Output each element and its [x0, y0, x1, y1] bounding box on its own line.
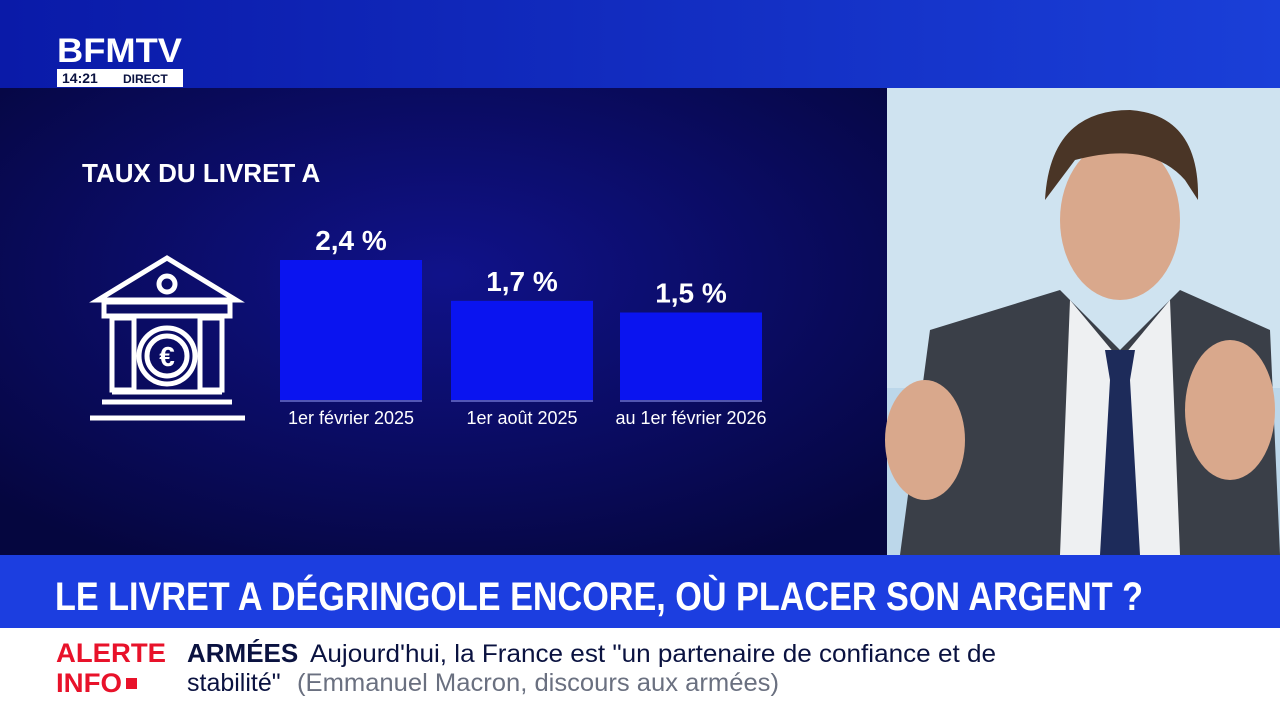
euro-sign: €: [159, 341, 175, 372]
top-bar: [0, 0, 1280, 88]
ticker: [0, 628, 1280, 720]
alert-tag: ALERTE: [56, 638, 166, 668]
value-label: 1,5 %: [655, 278, 727, 309]
category-label: 1er août 2025: [466, 408, 577, 428]
value-label: 1,7 %: [486, 266, 558, 297]
ticker-topic: ARMÉES: [187, 638, 298, 668]
bar: [451, 300, 593, 400]
bank-icon: [89, 255, 245, 421]
category-label: au 1er février 2026: [615, 408, 766, 428]
category-label: 1er février 2025: [288, 408, 414, 428]
alert-tag: INFO: [56, 668, 122, 698]
live-box: [57, 69, 183, 87]
time: 14:21: [62, 70, 98, 86]
bars: 2,4 % 1er février 2025 1,7 % 1er août 2025 1…: [280, 225, 767, 428]
value-label: 2,4 %: [315, 225, 387, 256]
status: DIRECT: [123, 72, 168, 86]
ticker-text: Aujourd'hui, la France est "un partenair…: [310, 640, 996, 668]
alert-square: [126, 678, 137, 689]
chart-title: TAUX DU LIVRET A: [82, 158, 321, 188]
bar: [620, 312, 762, 400]
logo: BFMTV: [57, 32, 182, 70]
bar: [280, 260, 422, 400]
ticker-text: stabilité": [187, 669, 281, 697]
studio-image: [885, 88, 1280, 555]
headline: LE LIVRET A DÉGRINGOLE ENCORE, OÙ PLACER…: [55, 573, 1143, 619]
ticker-source: (Emmanuel Macron, discours aux armées): [297, 669, 779, 697]
headline-bar: [0, 555, 1280, 628]
